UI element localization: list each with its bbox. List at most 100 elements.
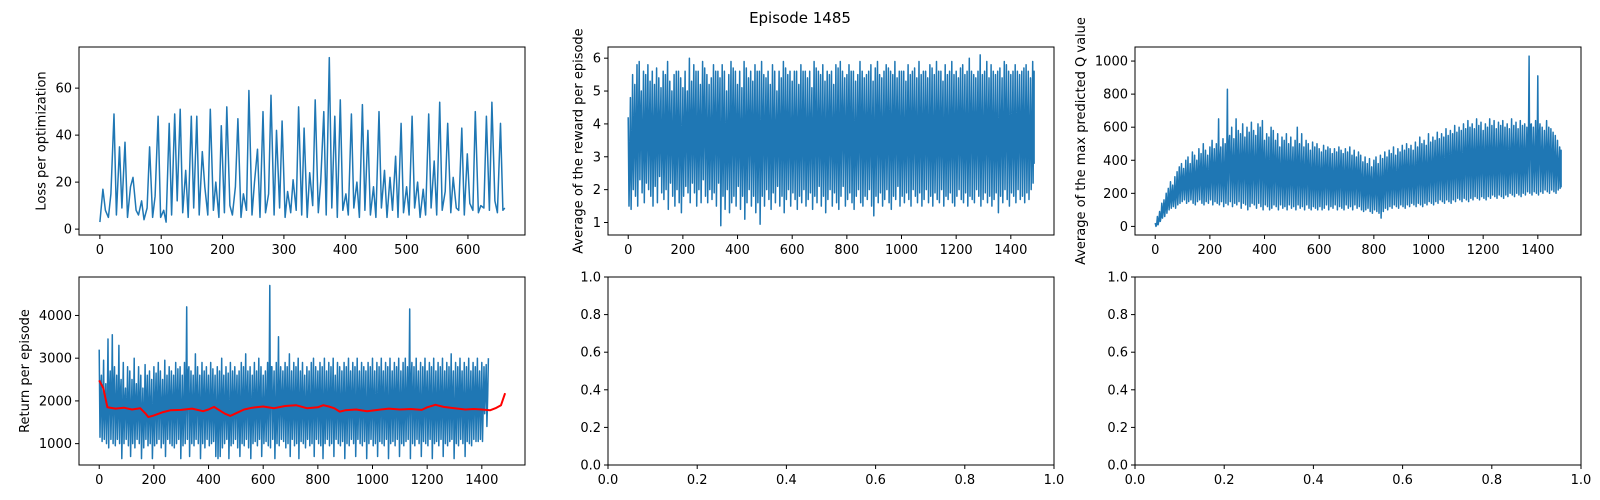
figure-suptitle: Episode 1485 <box>749 9 851 27</box>
y-axis: 0.0 0.2 0.4 0.6 0.8 1.0 <box>1107 271 1135 474</box>
axes-frame <box>607 276 1055 466</box>
x-tick-label: 300 <box>271 243 296 258</box>
x-tick-label: 100 <box>149 243 174 258</box>
x-tick-label: 1000 <box>356 473 389 488</box>
x-tick-label: 800 <box>305 473 330 488</box>
y-tick-label: 5 <box>593 85 601 100</box>
x-tick-label: 500 <box>394 243 419 258</box>
y-tick-label: 6 <box>593 52 601 67</box>
series-line <box>627 54 1035 227</box>
moving-average-line <box>98 379 507 419</box>
x-axis: 0 200 400 600 800 1000 1200 1400 <box>95 465 498 488</box>
series-line <box>98 284 490 460</box>
x-tick-label: 400 <box>196 473 221 488</box>
y-tick-label: 0 <box>1120 220 1128 235</box>
x-tick-label: 1400 <box>465 473 498 488</box>
subplot-3: 0 200 400 600 800 1000 1200 1400 0 200 400 600 800 10… <box>1074 17 1582 265</box>
x-tick-label: 200 <box>141 473 166 488</box>
plot-area <box>99 56 506 223</box>
axes-frame <box>607 46 1055 236</box>
x-tick-label: 1000 <box>1412 243 1445 258</box>
y-axis: 1000 2000 3000 4000 <box>39 309 79 452</box>
x-axis: 0.0 0.2 0.4 0.6 0.8 1.0 <box>598 465 1065 488</box>
x-axis: 0 200 400 600 800 1000 1200 1400 <box>1151 235 1554 258</box>
y-axis-label: Loss per optimization <box>34 71 49 210</box>
x-axis: 0 100 200 300 400 500 600 <box>96 235 481 258</box>
y-tick-label: 0.6 <box>1107 346 1128 361</box>
x-tick-label: 600 <box>780 243 805 258</box>
subplot-2: 0 200 400 600 800 1000 1200 1400 1 2 3 4 5 6 Average o… <box>572 28 1055 258</box>
y-tick-label: 4 <box>593 117 601 132</box>
y-tick-label: 800 <box>1103 88 1128 103</box>
y-tick-label: 1000 <box>39 437 72 452</box>
x-tick-label: 200 <box>1197 243 1222 258</box>
subplot-6: 0.0 0.2 0.4 0.6 0.8 1.0 0.0 0.2 0.4 0.6 0.8 1.0 <box>1107 271 1591 489</box>
y-tick-label: 0 <box>64 223 72 238</box>
x-tick-label: 0.6 <box>1392 473 1413 488</box>
y-tick-label: 4000 <box>39 309 72 324</box>
x-tick-label: 0 <box>1151 243 1159 258</box>
x-tick-label: 0.2 <box>687 473 708 488</box>
subplot-4: 0 200 400 600 800 1000 1200 1400 1000 2000 3000 400… <box>18 276 526 488</box>
y-axis: 0 200 400 600 800 1000 <box>1095 55 1135 235</box>
x-axis: 0 200 400 600 800 1000 1200 1400 <box>624 235 1027 258</box>
x-tick-label: 600 <box>1307 243 1332 258</box>
y-tick-label: 600 <box>1103 121 1128 136</box>
y-axis-label: Average of the max predicted Q value <box>1074 17 1089 265</box>
x-tick-label: 1.0 <box>1571 473 1592 488</box>
y-tick-label: 400 <box>1103 154 1128 169</box>
y-tick-label: 60 <box>55 82 72 97</box>
plot-area <box>1154 55 1562 228</box>
x-tick-label: 0.4 <box>776 473 797 488</box>
y-tick-label: 0.4 <box>580 383 601 398</box>
y-axis-label: Return per episode <box>18 309 33 433</box>
x-tick-label: 0.0 <box>598 473 619 488</box>
x-tick-label: 0.6 <box>865 473 886 488</box>
x-tick-label: 1400 <box>994 243 1027 258</box>
x-tick-label: 200 <box>210 243 235 258</box>
y-tick-label: 0.0 <box>1107 459 1128 474</box>
axes-frame <box>78 276 526 466</box>
series-line <box>99 56 506 223</box>
x-tick-label: 1200 <box>411 473 444 488</box>
x-tick-label: 0.0 <box>1125 473 1146 488</box>
x-tick-label: 0.4 <box>1303 473 1324 488</box>
y-tick-label: 3000 <box>39 352 72 367</box>
y-axis: 0.0 0.2 0.4 0.6 0.8 1.0 <box>580 271 608 474</box>
plot-area <box>98 284 507 460</box>
x-tick-label: 800 <box>1361 243 1386 258</box>
x-tick-label: 0.8 <box>954 473 975 488</box>
x-tick-label: 400 <box>725 243 750 258</box>
x-tick-label: 1400 <box>1521 243 1554 258</box>
x-tick-label: 0.2 <box>1214 473 1235 488</box>
x-tick-label: 1.0 <box>1044 473 1065 488</box>
y-tick-label: 200 <box>1103 187 1128 202</box>
y-axis-label: Average of the reward per episode <box>572 28 587 253</box>
axes-frame <box>1134 276 1582 466</box>
y-tick-label: 1 <box>593 216 601 231</box>
x-tick-label: 600 <box>456 243 481 258</box>
x-tick-label: 400 <box>1252 243 1277 258</box>
plot-area <box>627 54 1035 227</box>
y-tick-label: 0.8 <box>580 308 601 323</box>
y-tick-label: 40 <box>55 129 72 144</box>
y-tick-label: 2000 <box>39 394 72 409</box>
x-axis: 0.0 0.2 0.4 0.6 0.8 1.0 <box>1125 465 1592 488</box>
axes-frame <box>1134 46 1582 236</box>
x-tick-label: 600 <box>251 473 276 488</box>
y-tick-label: 0.2 <box>580 421 601 436</box>
x-tick-label: 0 <box>95 473 103 488</box>
subplot-1: 0 100 200 300 400 500 600 0 20 40 60 Loss per optim… <box>34 46 526 258</box>
y-tick-label: 20 <box>55 176 72 191</box>
y-axis: 1 2 3 4 5 6 <box>593 52 608 231</box>
x-tick-label: 1200 <box>1467 243 1500 258</box>
y-tick-label: 0.4 <box>1107 383 1128 398</box>
x-tick-label: 400 <box>333 243 358 258</box>
y-tick-label: 1000 <box>1095 55 1128 70</box>
x-tick-label: 0 <box>96 243 104 258</box>
y-tick-label: 0.2 <box>1107 421 1128 436</box>
y-tick-label: 0.8 <box>1107 308 1128 323</box>
x-tick-label: 1000 <box>885 243 918 258</box>
